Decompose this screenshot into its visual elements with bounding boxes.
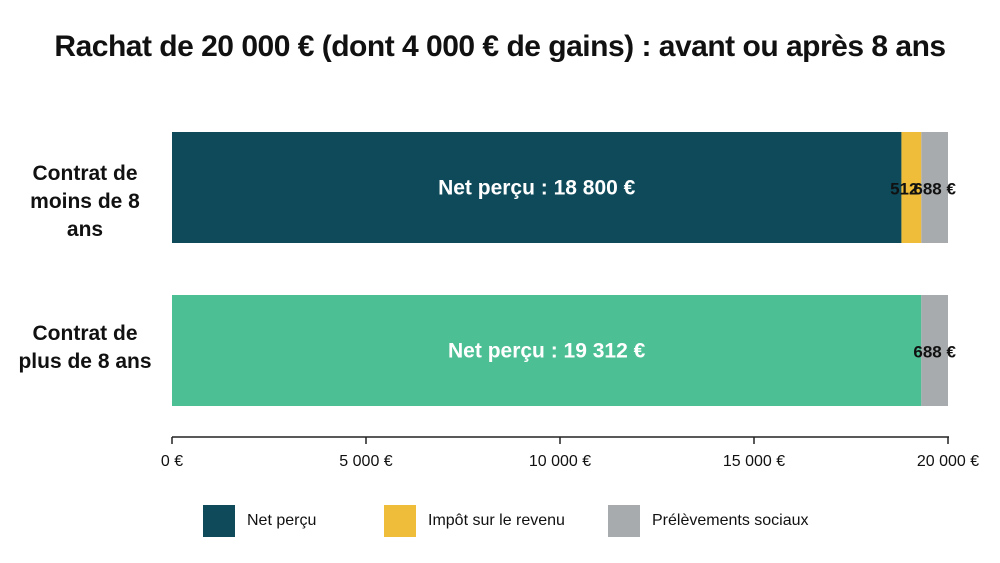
category-label-2-line-2: plus de 8 ans [18,350,152,373]
data-label-2-1: Net perçu : 19 312 € [448,340,646,363]
bar-2-segment-1 [172,295,922,406]
bar-1-segment-3 [921,132,948,243]
legend-swatch-impot [384,505,416,537]
legend-item-impot: Impôt sur le revenu [384,505,565,537]
legend-item-net: Net perçu [203,505,316,537]
data-label-1-1: Net perçu : 18 800 € [438,177,636,200]
x-tick-label-3: 10 000 € [529,453,591,470]
x-tick-label-1: 0 € [161,453,183,470]
legend-swatch-net [203,505,235,537]
bar-2-segment-3 [921,295,948,406]
x-tick-label-5: 20 000 € [917,453,979,470]
bar-1-segment-1 [172,132,902,243]
data-label-1-3: 688 € [913,180,956,199]
bar-1-segment-2 [901,132,922,243]
category-label-1: Contrat de moins de 8 ans [10,160,160,244]
x-tick-label-4: 15 000 € [723,453,785,470]
x-tick-label-2: 5 000 € [339,453,392,470]
category-label-2: Contrat de plus de 8 ans [10,320,160,376]
category-label-1-line-1: Contrat de [32,162,138,185]
legend-item-prelevements: Prélèvements sociaux [608,505,809,537]
data-label-2-3: 688 € [913,343,956,362]
category-label-1-line-2: moins de 8 ans [30,190,140,241]
chart-title: Rachat de 20 000 € (dont 4 000 € de gain… [54,30,946,63]
category-label-2-line-1: Contrat de [32,322,138,345]
legend: Net perçu Impôt sur le revenu Prélèvemen… [0,505,1000,537]
legend-label-impot: Impôt sur le revenu [428,512,565,529]
legend-label-net: Net perçu [247,512,317,529]
legend-label-prelevements: Prélèvements sociaux [652,512,809,529]
legend-swatch-prelevements [608,505,640,537]
